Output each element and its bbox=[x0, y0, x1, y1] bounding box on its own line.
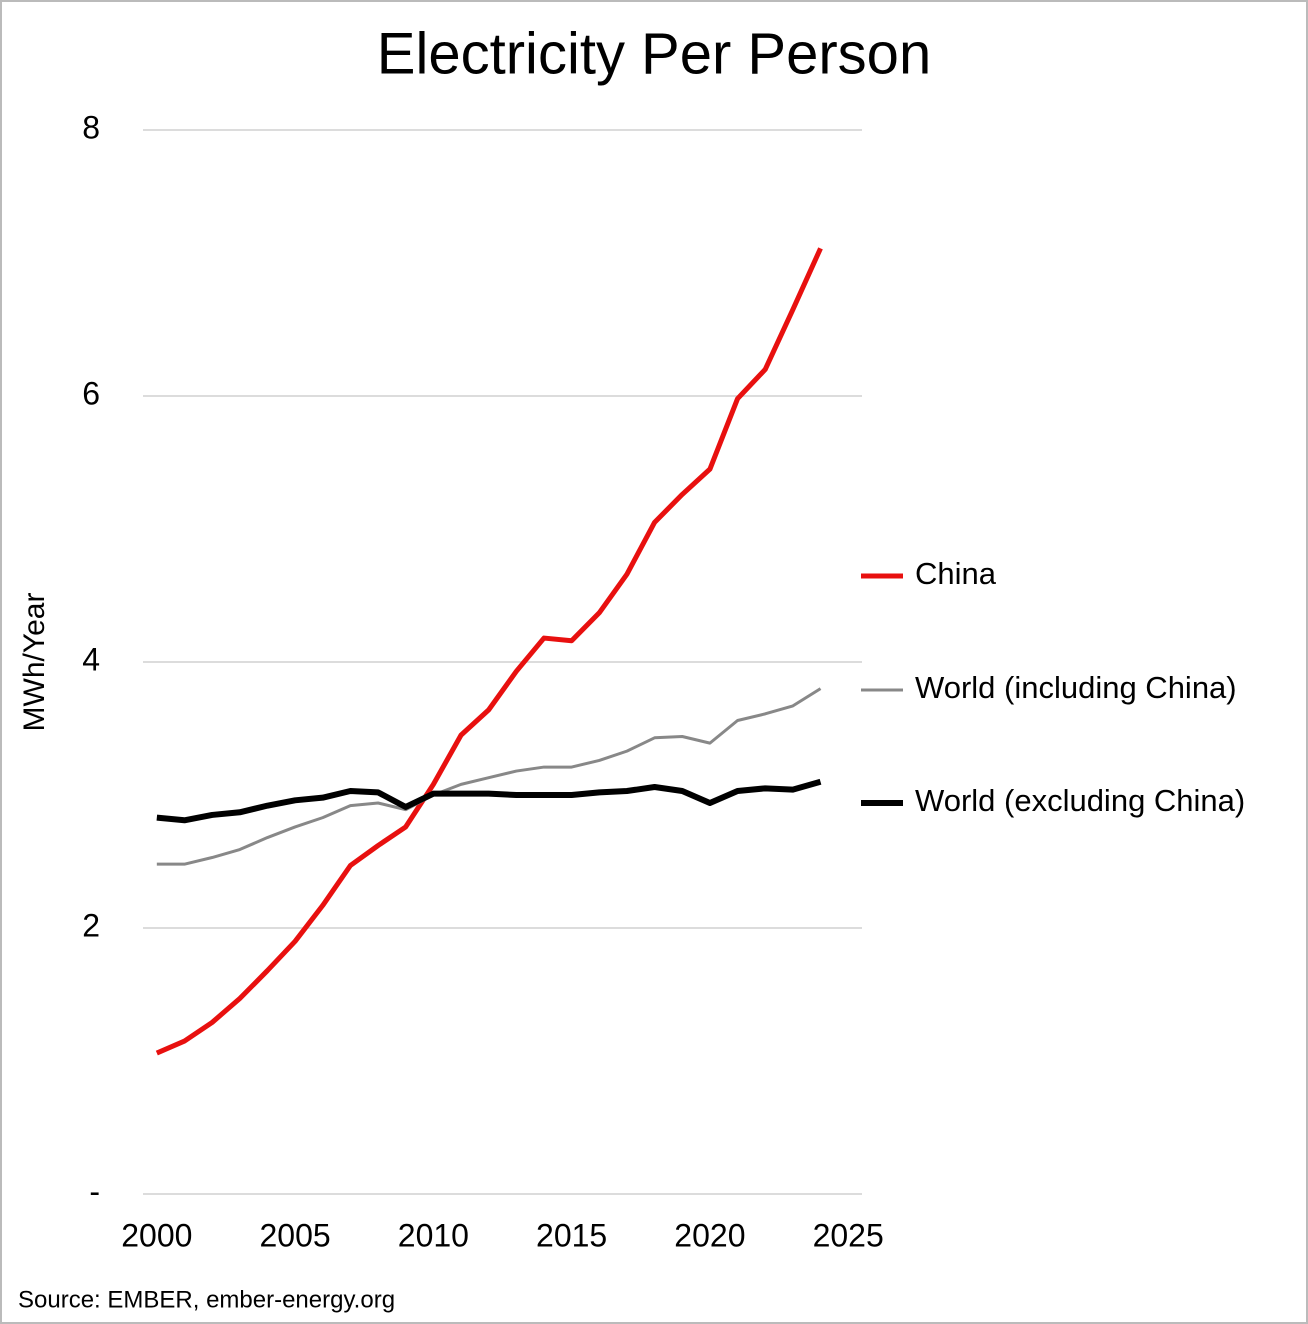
legend-label: China bbox=[915, 556, 997, 591]
series-line bbox=[155, 247, 823, 1056]
y-tick-label: 4 bbox=[82, 641, 100, 677]
x-tick-label: 2025 bbox=[813, 1217, 884, 1253]
x-tick-label: 2000 bbox=[121, 1217, 192, 1253]
x-tick-label: 2015 bbox=[536, 1217, 607, 1253]
y-tick-label: 6 bbox=[82, 375, 100, 411]
series-line bbox=[156, 778, 822, 824]
y-tick-label: 2 bbox=[82, 907, 100, 943]
y-axis-label: MWh/Year bbox=[18, 593, 51, 732]
chart-title: Electricity Per Person bbox=[377, 21, 931, 86]
x-tick-label: 2020 bbox=[674, 1217, 745, 1253]
y-tick-label: - bbox=[89, 1173, 100, 1209]
source: Source: EMBER, ember-energy.org bbox=[18, 1286, 395, 1313]
y-tick-label: 8 bbox=[82, 109, 100, 145]
x-tick-label: 2010 bbox=[398, 1217, 469, 1253]
series-line bbox=[156, 687, 822, 866]
x-tick-label: 2005 bbox=[260, 1217, 331, 1253]
legend-label: World (excluding China) bbox=[915, 783, 1245, 818]
legend-label: World (including China) bbox=[915, 670, 1237, 705]
